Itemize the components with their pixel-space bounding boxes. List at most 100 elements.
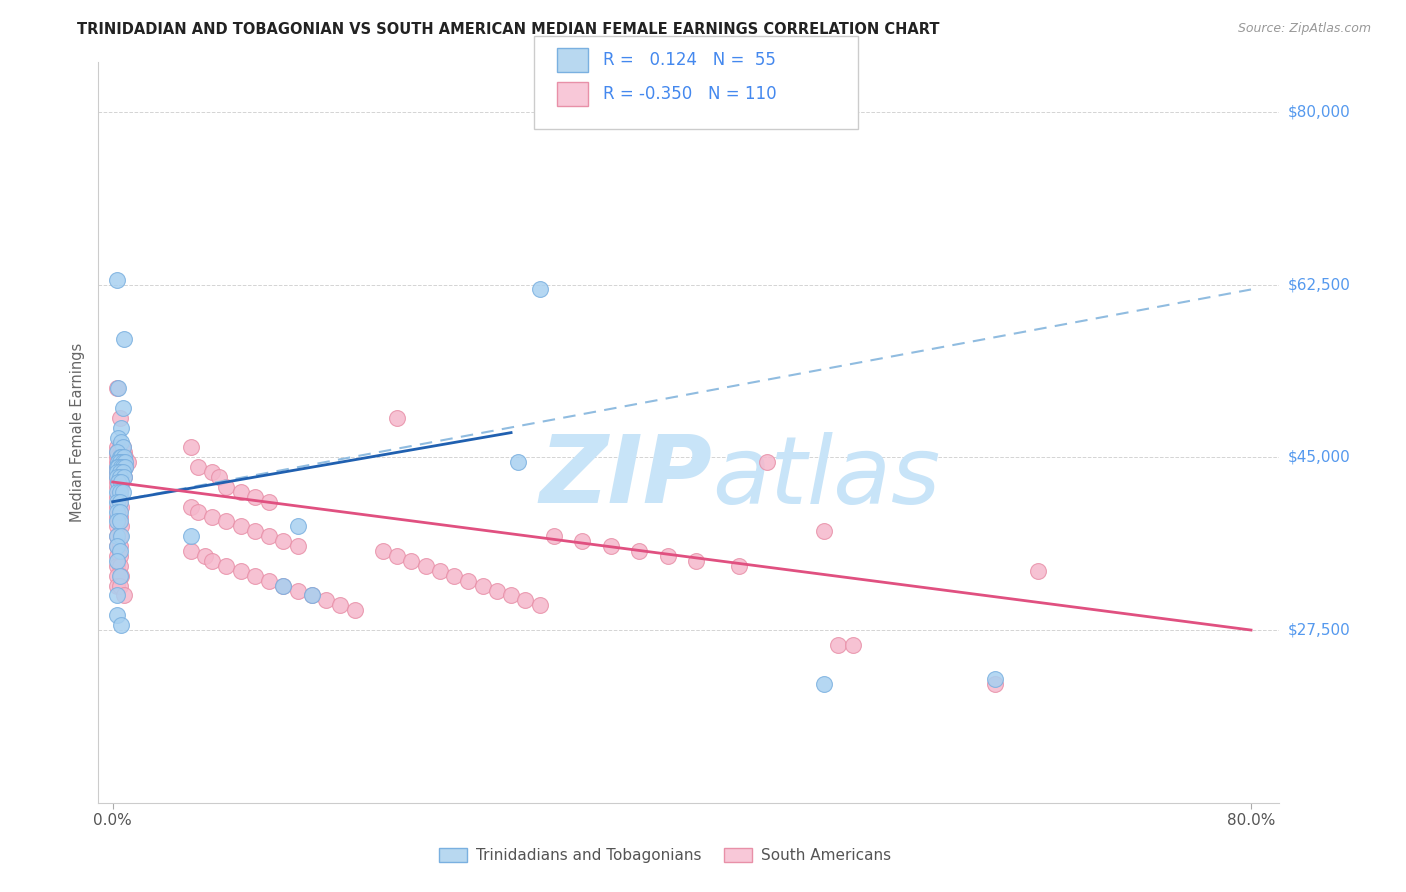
Text: $80,000: $80,000: [1288, 104, 1351, 120]
Point: [229, 519, 252, 533]
Point: [515, 593, 537, 607]
Point: [105, 515, 128, 529]
Point: [111, 460, 134, 475]
Point: [108, 579, 131, 593]
Point: [107, 431, 129, 445]
Point: [112, 470, 135, 484]
Point: [108, 558, 131, 573]
Point: [108, 539, 131, 553]
Point: [485, 583, 508, 598]
Point: [1026, 564, 1049, 578]
Point: [499, 589, 522, 603]
Point: [108, 544, 131, 558]
Point: [471, 579, 494, 593]
Point: [371, 544, 394, 558]
Point: [301, 589, 323, 603]
Point: [108, 475, 131, 489]
Point: [108, 465, 131, 479]
Point: [105, 445, 128, 459]
Point: [194, 549, 217, 563]
Point: [457, 574, 479, 588]
Point: [108, 455, 131, 469]
Point: [105, 519, 128, 533]
Point: [110, 519, 132, 533]
Point: [105, 460, 128, 475]
Point: [111, 465, 134, 479]
Point: [105, 460, 128, 475]
Text: TRINIDADIAN AND TOBAGONIAN VS SOUTH AMERICAN MEDIAN FEMALE EARNINGS CORRELATION : TRINIDADIAN AND TOBAGONIAN VS SOUTH AMER…: [77, 22, 939, 37]
Point: [105, 484, 128, 499]
Point: [215, 515, 238, 529]
Point: [110, 420, 132, 434]
Point: [571, 534, 593, 549]
Point: [114, 455, 136, 469]
Point: [105, 505, 128, 519]
Point: [401, 554, 423, 568]
Point: [105, 490, 128, 504]
Point: [108, 549, 131, 563]
Point: [105, 455, 128, 469]
Point: [105, 381, 128, 395]
Point: [112, 450, 135, 465]
Point: [105, 470, 128, 484]
Point: [187, 460, 209, 475]
Point: [108, 568, 131, 582]
Point: [105, 539, 128, 553]
Point: [201, 554, 224, 568]
Point: [110, 480, 132, 494]
Y-axis label: Median Female Earnings: Median Female Earnings: [70, 343, 86, 522]
Point: [111, 441, 134, 455]
Point: [215, 480, 238, 494]
Point: [243, 568, 266, 582]
Point: [105, 480, 128, 494]
Point: [984, 677, 1007, 691]
Point: [111, 455, 134, 469]
Point: [114, 455, 136, 469]
Point: [105, 579, 128, 593]
Point: [111, 455, 134, 469]
Point: [108, 455, 131, 469]
Point: [415, 558, 437, 573]
Point: [685, 554, 707, 568]
Point: [117, 455, 139, 469]
Point: [112, 470, 135, 484]
Point: [180, 500, 202, 514]
Point: [287, 519, 309, 533]
Point: [529, 283, 551, 297]
Point: [112, 332, 135, 346]
Point: [105, 549, 128, 563]
Point: [443, 568, 465, 582]
Legend: Trinidadians and Tobagonians, South Americans: Trinidadians and Tobagonians, South Amer…: [433, 841, 897, 869]
Point: [111, 484, 134, 499]
Point: [108, 509, 131, 524]
Point: [841, 638, 863, 652]
Point: [105, 558, 128, 573]
Point: [108, 450, 131, 465]
Point: [257, 494, 280, 508]
Point: [984, 673, 1007, 687]
Point: [301, 589, 323, 603]
Point: [387, 410, 409, 425]
Point: [110, 460, 132, 475]
Point: [105, 589, 128, 603]
Point: [105, 272, 128, 286]
Point: [110, 475, 132, 489]
Point: [105, 608, 128, 623]
Text: ZIP: ZIP: [540, 431, 713, 523]
Point: [107, 455, 129, 469]
Point: [108, 490, 131, 504]
Point: [201, 509, 224, 524]
Point: [429, 564, 451, 578]
Point: [813, 677, 835, 691]
Text: $62,500: $62,500: [1288, 277, 1351, 292]
Point: [107, 381, 129, 395]
Text: $45,000: $45,000: [1288, 450, 1351, 465]
Point: [111, 450, 134, 465]
Point: [599, 539, 621, 553]
Text: R =   0.124   N =  55: R = 0.124 N = 55: [603, 51, 776, 69]
Point: [110, 568, 132, 582]
Point: [108, 529, 131, 543]
Point: [273, 579, 295, 593]
Point: [110, 435, 132, 450]
Point: [508, 455, 530, 469]
